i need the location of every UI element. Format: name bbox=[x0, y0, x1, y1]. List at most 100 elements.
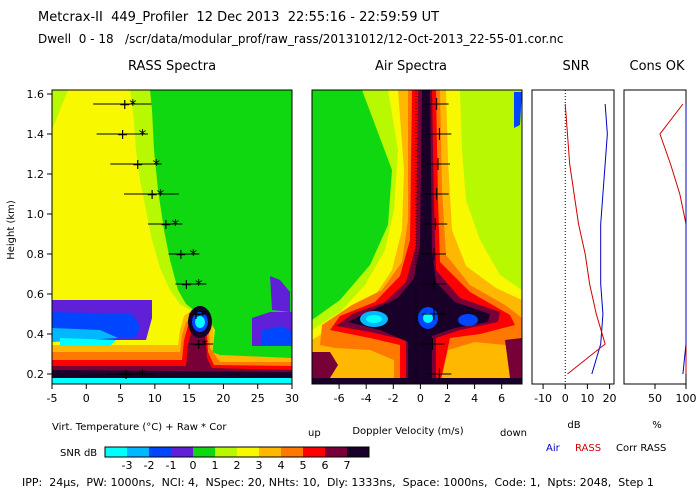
rass-cor-marker: * bbox=[195, 276, 203, 294]
x-tick-label: 15 bbox=[182, 392, 196, 405]
rass-panel-title: RASS Spectra bbox=[128, 59, 216, 74]
colorbar-tick-label: 6 bbox=[322, 459, 329, 470]
rass-xlabel: Virt. Temperature (°C) + Raw * Cor bbox=[52, 422, 227, 433]
air-xlabel: Doppler Velocity (m/s) bbox=[352, 426, 463, 437]
rass-raw-marker: + bbox=[119, 97, 131, 113]
rass-cor-marker: * bbox=[200, 336, 208, 354]
x-tick-label: 2 bbox=[444, 392, 451, 405]
rass-cor-marker: * bbox=[129, 96, 137, 114]
chart-header-line2: Dwell 0 - 18 /scr/data/modular_prof/raw_… bbox=[38, 32, 564, 46]
cons-axis-ticks: 50 100 bbox=[648, 384, 697, 405]
rass-axis-ticks: -5 0 5 10 15 20 25 30 0.2 0.4 0.6 0.8 1.0 1.2 1.4 1.6 bbox=[27, 88, 300, 405]
y-tick-label: 1.4 bbox=[27, 128, 45, 141]
legend-air: Air bbox=[546, 443, 561, 454]
rass-raw-marker: + bbox=[190, 307, 202, 323]
rass-heatmap bbox=[52, 90, 292, 384]
colorbar-swatch bbox=[325, 447, 347, 457]
y-tick-label: 1.6 bbox=[27, 88, 45, 101]
cons-line-air bbox=[682, 104, 687, 375]
x-tick-label: 20 bbox=[216, 392, 230, 405]
cons-line-rass bbox=[659, 103, 687, 374]
colorbar-tick-label: 7 bbox=[344, 459, 351, 470]
colorbar-border bbox=[104, 446, 370, 458]
x-tick-label: -5 bbox=[47, 392, 58, 405]
rass-raw-marker: + bbox=[132, 157, 144, 173]
colorbar-swatch bbox=[303, 447, 325, 457]
x-tick-label: -6 bbox=[334, 392, 345, 405]
x-tick-label: 100 bbox=[676, 392, 697, 405]
colorbar-swatch bbox=[127, 447, 149, 457]
x-tick-label: -2 bbox=[388, 392, 399, 405]
rass-raw-marker: + bbox=[117, 127, 129, 143]
y-tick-label: 0.2 bbox=[27, 368, 45, 381]
snr-line-air bbox=[591, 103, 608, 375]
colorbar-label: SNR dB bbox=[60, 448, 97, 459]
rass-raw-marker: + bbox=[120, 367, 132, 383]
y-tick-label: 1.2 bbox=[27, 168, 45, 181]
x-tick-label: 25 bbox=[251, 392, 265, 405]
x-tick-label: 10 bbox=[148, 392, 162, 405]
snr-panel-title: SNR bbox=[562, 59, 589, 74]
colorbar-tick-label: 3 bbox=[256, 459, 263, 470]
cons-xlabel: % bbox=[652, 420, 662, 431]
colorbar: -3 -2 -1 0 1 2 3 4 5 6 7 bbox=[104, 446, 370, 470]
footer-parameters: IPP: 24μs, PW: 1000ns, NCI: 4, NSpec: 20… bbox=[22, 476, 654, 489]
rass-cor-marker: * bbox=[199, 306, 207, 324]
x-tick-label: 50 bbox=[648, 392, 662, 405]
y-axis-label: Height (km) bbox=[6, 200, 17, 260]
rass-raw-marker: + bbox=[181, 277, 193, 293]
colorbar-swatch bbox=[149, 447, 171, 457]
y-tick-label: 1.0 bbox=[27, 208, 45, 221]
colorbar-swatch bbox=[105, 447, 127, 457]
rass-raw-marker: + bbox=[175, 247, 187, 263]
air-axis-ticks: -6 -4 -2 0 2 4 6 bbox=[334, 384, 505, 405]
rass-cor-marker: * bbox=[157, 186, 165, 204]
rass-cor-marker: * bbox=[139, 126, 147, 144]
colorbar-tick-label: 2 bbox=[234, 459, 241, 470]
cons-lines bbox=[659, 103, 687, 375]
colorbar-swatch bbox=[347, 447, 369, 457]
rass-cor-marker: * bbox=[190, 246, 198, 264]
rass-raw-marker: + bbox=[146, 187, 158, 203]
colorbar-tick-label: -3 bbox=[122, 459, 133, 470]
air-panel-title: Air Spectra bbox=[375, 59, 447, 74]
profiler-figure: RASS Spectra Air Spectra SNR Cons OK Hei… bbox=[6, 59, 697, 470]
y-tick-label: 0.4 bbox=[27, 328, 45, 341]
colorbar-tick-label: -2 bbox=[144, 459, 155, 470]
colorbar-swatch bbox=[259, 447, 281, 457]
rass-cor-marker: * bbox=[152, 156, 160, 174]
rass-cor-marker: * bbox=[139, 366, 147, 384]
y-tick-label: 0.8 bbox=[27, 248, 45, 261]
y-tick-label: 0.6 bbox=[27, 288, 45, 301]
colorbar-swatch bbox=[281, 447, 303, 457]
colorbar-swatch bbox=[237, 447, 259, 457]
snr-lines bbox=[564, 103, 608, 375]
x-tick-label: -10 bbox=[534, 392, 552, 405]
colorbar-tick-label: 1 bbox=[212, 459, 219, 470]
air-xlabel-up: up bbox=[308, 428, 321, 439]
colorbar-tick-label: 5 bbox=[300, 459, 307, 470]
air-heatmap bbox=[312, 90, 522, 384]
air-xlabel-down: down bbox=[500, 428, 527, 439]
x-tick-label: 0 bbox=[562, 392, 569, 405]
x-tick-label: 5 bbox=[117, 392, 124, 405]
snr-axis-ticks: -10 0 10 20 bbox=[534, 384, 617, 405]
legend-corr-rass: Corr RASS bbox=[616, 443, 666, 454]
colorbar-swatch bbox=[171, 447, 193, 457]
cons-panel-title: Cons OK bbox=[630, 59, 685, 74]
rass-raw-marker: + bbox=[160, 217, 172, 233]
x-tick-label: 30 bbox=[285, 392, 299, 405]
x-tick-label: 10 bbox=[580, 392, 594, 405]
air-peak-markers bbox=[420, 98, 452, 380]
rass-raw-marker: + bbox=[193, 337, 205, 353]
colorbar-tick-label: 0 bbox=[190, 459, 197, 470]
colorbar-swatch bbox=[193, 447, 215, 457]
colorbar-tick-label: 4 bbox=[278, 459, 285, 470]
legend-rass: RASS bbox=[575, 443, 601, 454]
snr-line-rass bbox=[564, 103, 606, 375]
x-tick-label: 0 bbox=[83, 392, 90, 405]
rass-cor-marker: * bbox=[172, 216, 180, 234]
x-tick-label: 20 bbox=[603, 392, 617, 405]
x-tick-label: -4 bbox=[361, 392, 372, 405]
x-tick-label: 4 bbox=[471, 392, 478, 405]
